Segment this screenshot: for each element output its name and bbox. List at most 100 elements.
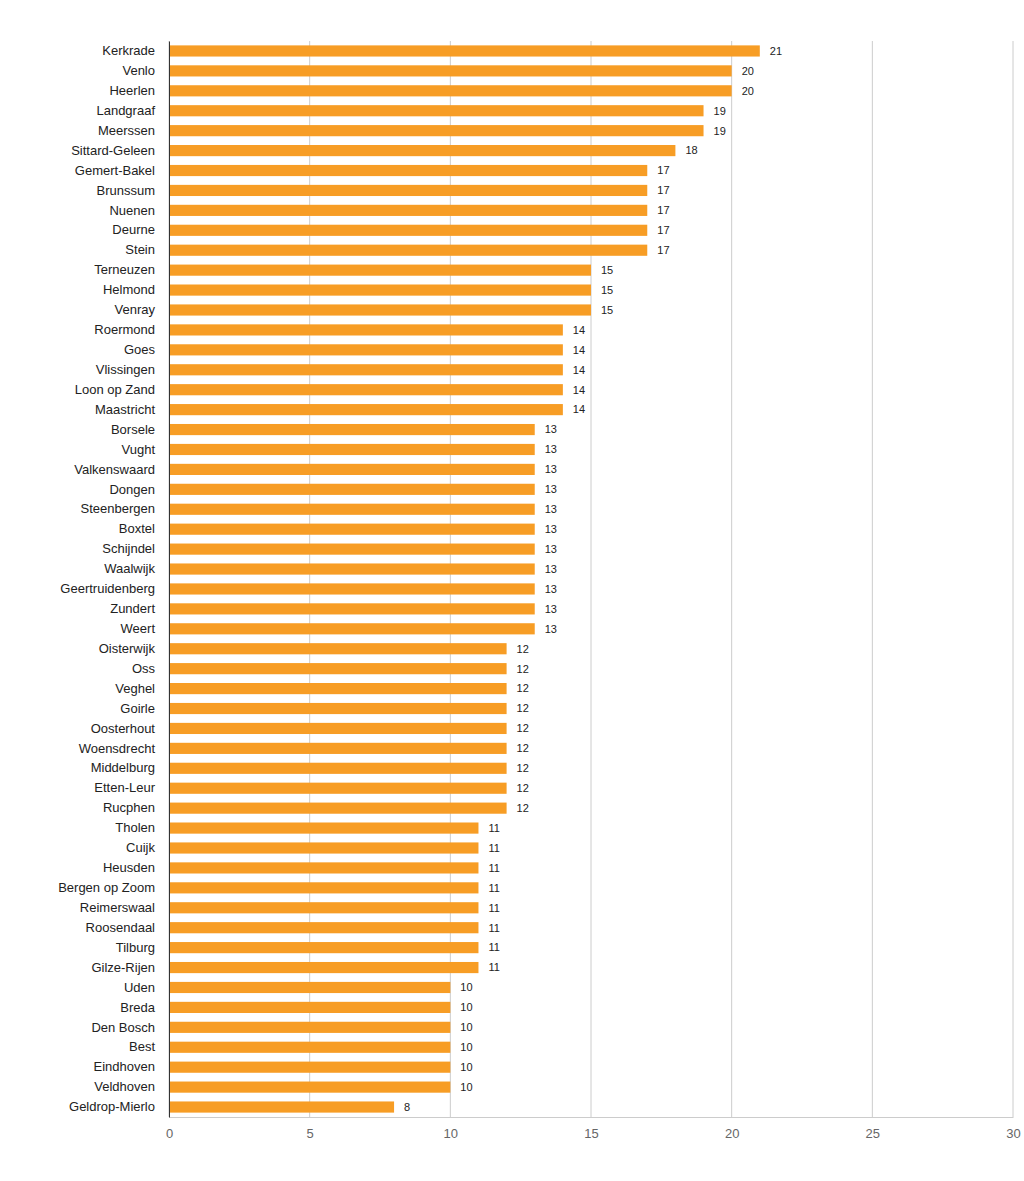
y-tick-label: Zundert bbox=[110, 601, 155, 616]
y-tick-label: Reimerswaal bbox=[80, 900, 155, 915]
y-tick-label: Schijndel bbox=[102, 541, 155, 556]
data-label: 12 bbox=[517, 682, 529, 694]
bar bbox=[169, 703, 507, 714]
data-label: 14 bbox=[573, 384, 585, 396]
y-tick: Breda bbox=[120, 1000, 169, 1015]
x-tick: 10 bbox=[444, 1117, 458, 1141]
bar bbox=[169, 1002, 450, 1013]
y-tick: Dongen bbox=[109, 481, 169, 496]
x-tick-label: 30 bbox=[1006, 1126, 1020, 1141]
y-tick: Sittard-Geleen bbox=[71, 143, 169, 158]
y-tick: Boxtel bbox=[119, 521, 169, 536]
y-tick: Goirle bbox=[120, 701, 169, 716]
y-tick: Terneuzen bbox=[94, 262, 169, 277]
data-label: 12 bbox=[517, 643, 529, 655]
bar bbox=[169, 683, 507, 694]
y-tick-label: Breda bbox=[120, 1000, 155, 1015]
bar bbox=[169, 563, 535, 574]
x-axis-line bbox=[170, 1117, 1014, 1118]
bar bbox=[169, 424, 535, 435]
bar bbox=[169, 444, 535, 455]
data-label: 18 bbox=[685, 144, 697, 156]
data-label: 11 bbox=[488, 842, 499, 854]
y-tick: Maastricht bbox=[95, 402, 169, 417]
y-tick-label: Tholen bbox=[115, 820, 155, 835]
bar bbox=[169, 1042, 450, 1053]
y-tick-label: Best bbox=[129, 1039, 155, 1054]
data-label: 13 bbox=[545, 483, 557, 495]
y-tick: Helmond bbox=[103, 282, 169, 297]
bar bbox=[169, 942, 478, 953]
grid-line bbox=[591, 41, 592, 1117]
y-tick-label: Dongen bbox=[109, 481, 155, 496]
x-tick: 15 bbox=[584, 1117, 598, 1141]
x-axis: 051015202530 bbox=[166, 1117, 1021, 1141]
y-tick: Tilburg bbox=[116, 940, 169, 955]
x-tick: 20 bbox=[725, 1117, 739, 1141]
data-label: 13 bbox=[545, 463, 557, 475]
bar bbox=[169, 125, 704, 136]
bar bbox=[169, 284, 591, 295]
x-tick-label: 0 bbox=[166, 1126, 173, 1141]
y-tick-label: Kerkrade bbox=[102, 43, 155, 58]
data-label: 12 bbox=[517, 802, 529, 814]
data-labels: 2120201919181717171717151515141414141413… bbox=[404, 45, 782, 1113]
y-tick-label: Heusden bbox=[103, 860, 155, 875]
data-label: 20 bbox=[742, 65, 754, 77]
y-tick-label: Oss bbox=[132, 661, 156, 676]
data-label: 19 bbox=[714, 125, 726, 137]
y-tick-label: Roermond bbox=[94, 322, 155, 337]
data-label: 20 bbox=[742, 85, 754, 97]
bar bbox=[169, 265, 591, 276]
y-tick-label: Veghel bbox=[115, 681, 155, 696]
x-tick: 5 bbox=[307, 1117, 314, 1141]
data-label: 14 bbox=[573, 344, 585, 356]
bar bbox=[169, 822, 478, 833]
y-tick-label: Nuenen bbox=[109, 203, 155, 218]
y-tick: Steenbergen bbox=[81, 501, 169, 516]
y-tick-label: Roosendaal bbox=[86, 920, 155, 935]
data-label: 21 bbox=[770, 45, 782, 57]
bar bbox=[169, 304, 591, 315]
data-label: 11 bbox=[488, 822, 499, 834]
y-tick-label: Helmond bbox=[103, 282, 155, 297]
bar bbox=[169, 643, 507, 654]
bar bbox=[169, 763, 507, 774]
data-label: 10 bbox=[460, 1061, 472, 1073]
data-label: 10 bbox=[460, 1081, 472, 1093]
x-tick-label: 20 bbox=[725, 1126, 739, 1141]
data-label: 12 bbox=[517, 663, 529, 675]
y-tick: Weert bbox=[121, 621, 169, 636]
y-tick: Brunssum bbox=[96, 183, 169, 198]
y-tick-label: Uden bbox=[124, 980, 155, 995]
grid bbox=[169, 41, 1013, 1117]
data-label: 10 bbox=[460, 1021, 472, 1033]
y-tick: Borsele bbox=[111, 422, 169, 437]
y-tick-label: Sittard-Geleen bbox=[71, 143, 155, 158]
y-tick: Loon op Zand bbox=[75, 382, 169, 397]
grid-line bbox=[169, 41, 170, 1117]
y-tick-label: Cuijk bbox=[126, 840, 155, 855]
y-tick-label: Landgraaf bbox=[96, 103, 155, 118]
y-tick: Zundert bbox=[110, 601, 169, 616]
bar bbox=[169, 185, 647, 196]
data-label: 11 bbox=[488, 961, 499, 973]
data-label: 13 bbox=[545, 523, 557, 535]
y-tick-label: Borsele bbox=[111, 422, 155, 437]
y-tick: Heusden bbox=[103, 860, 169, 875]
grid-line bbox=[731, 41, 732, 1117]
bar bbox=[169, 65, 732, 76]
bar bbox=[169, 165, 647, 176]
y-tick: Roermond bbox=[94, 322, 169, 337]
y-tick-label: Terneuzen bbox=[94, 262, 155, 277]
bar bbox=[169, 783, 507, 794]
y-tick: Bergen op Zoom bbox=[58, 880, 169, 895]
y-tick: Cuijk bbox=[126, 840, 169, 855]
bar bbox=[169, 842, 478, 853]
y-tick: Middelburg bbox=[91, 760, 169, 775]
data-label: 13 bbox=[545, 583, 557, 595]
y-tick-label: Stein bbox=[125, 242, 155, 257]
y-tick: Vught bbox=[122, 442, 170, 457]
y-tick-label: Tilburg bbox=[116, 940, 155, 955]
data-label: 13 bbox=[545, 443, 557, 455]
